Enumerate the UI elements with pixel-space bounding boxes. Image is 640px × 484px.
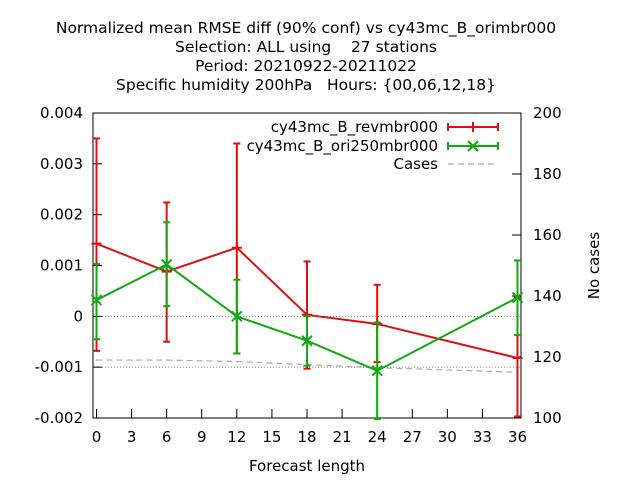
- y-tick-label: 0.003: [40, 155, 83, 173]
- x-tick-label: 30: [438, 428, 457, 446]
- y2-tick-label: 160: [533, 226, 562, 244]
- x-tick-label: 12: [227, 428, 246, 446]
- y2-tick-label: 180: [533, 165, 562, 183]
- x-tick-label: 33: [473, 428, 492, 446]
- x-tick-label: 27: [403, 428, 422, 446]
- y-tick-label: -0.001: [35, 358, 83, 376]
- chart-title: Normalized mean RMSE diff (90% conf) vs …: [56, 19, 556, 94]
- series-line: [96, 242, 518, 359]
- data-point: [90, 294, 103, 306]
- y2-tick-label: 200: [533, 104, 562, 122]
- y-tick-label: 0: [73, 307, 83, 325]
- x-tick-label: 6: [162, 428, 172, 446]
- data-point: [231, 310, 243, 323]
- cases-point: [95, 359, 98, 361]
- legend-marker: [467, 140, 479, 152]
- cases-point: [236, 360, 238, 363]
- data-point: [301, 335, 313, 347]
- data-point: [91, 238, 102, 249]
- x-tick-label: 15: [262, 428, 281, 446]
- x-tick-label: 24: [368, 428, 387, 446]
- y-tick-label: -0.002: [35, 409, 83, 427]
- title-line-4: Specific humidity 200hPa Hours: {00,06,1…: [116, 76, 496, 94]
- series-1: [91, 137, 523, 418]
- y2-axis-label: No cases: [585, 232, 603, 300]
- legend-label-3: Cases: [393, 155, 438, 173]
- series-group: [90, 137, 524, 421]
- x-tick-label: 9: [197, 428, 207, 446]
- cases-line: [96, 359, 518, 373]
- y-tick-label: 0.001: [40, 257, 83, 275]
- x-tick-label: 21: [333, 428, 352, 446]
- y2-tick-label: 100: [533, 409, 562, 427]
- title-line-1: Normalized mean RMSE diff (90% conf) vs …: [56, 19, 556, 38]
- series-line: [96, 263, 518, 372]
- data-point: [511, 291, 524, 304]
- legend-label-2: cy43mc_B_ori250mbr000: [247, 137, 438, 156]
- data-point: [371, 365, 383, 377]
- legend-label-1: cy43mc_B_revmbr000: [271, 118, 438, 137]
- title-line-2: Selection: ALL using 27 stations: [175, 38, 437, 56]
- y-tick-label: 0.004: [40, 104, 83, 122]
- title-line-3: Period: 20210922-20211022: [195, 57, 417, 75]
- series-2: [90, 221, 524, 421]
- legend: cy43mc_B_revmbr000cy43mc_B_ori250mbr000C…: [247, 118, 499, 173]
- data-point: [512, 353, 523, 364]
- x-tick-label: 18: [297, 428, 316, 446]
- y-tick-label: 0.002: [40, 206, 83, 224]
- x-tick-label: 3: [127, 428, 137, 446]
- x-tick-label: 0: [92, 428, 102, 446]
- legend-marker: [468, 122, 478, 132]
- axes-group: 0.0040.0030.0020.0010-0.001-0.0022001801…: [35, 104, 603, 475]
- x-axis-label: Forecast length: [249, 457, 365, 475]
- y2-tick-label: 120: [533, 348, 562, 366]
- data-point: [160, 258, 173, 271]
- y2-tick-label: 140: [533, 287, 562, 305]
- data-point: [231, 242, 242, 253]
- cases-point: [165, 359, 168, 361]
- x-tick-label: 36: [508, 428, 527, 446]
